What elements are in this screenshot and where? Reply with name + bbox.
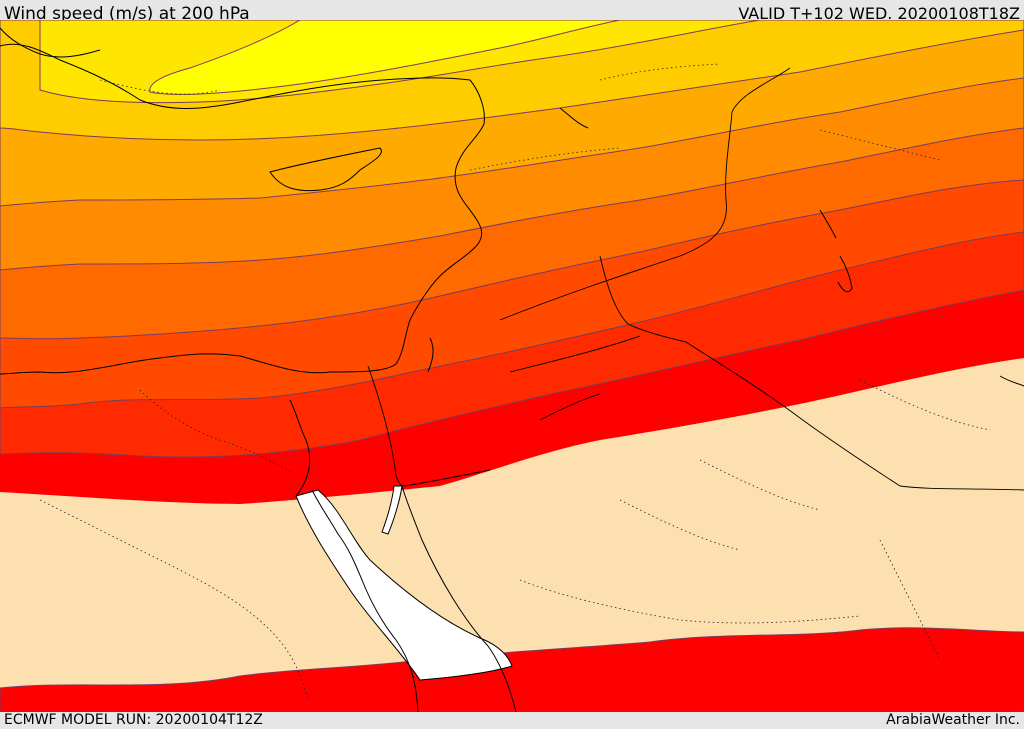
coastlines <box>0 27 1024 712</box>
model-run: ECMWF MODEL RUN: 20200104T12Z <box>4 712 263 728</box>
country-borders <box>367 67 1024 491</box>
wind-speed-map <box>0 20 1024 712</box>
credit: ArabiaWeather Inc. <box>886 712 1020 728</box>
map-title: Wind speed (m/s) at 200 hPa <box>4 4 250 24</box>
band-yellow <box>149 20 621 95</box>
red-sea-gap <box>295 489 513 681</box>
admin-borders <box>39 63 991 701</box>
valid-time: VALID T+102 WED. 20200108T18Z <box>738 4 1020 23</box>
southern-jet-band <box>0 627 1024 712</box>
sinai-coast <box>311 489 419 712</box>
cyprus-outline <box>269 147 382 192</box>
gulf-of-aqaba <box>381 485 403 535</box>
